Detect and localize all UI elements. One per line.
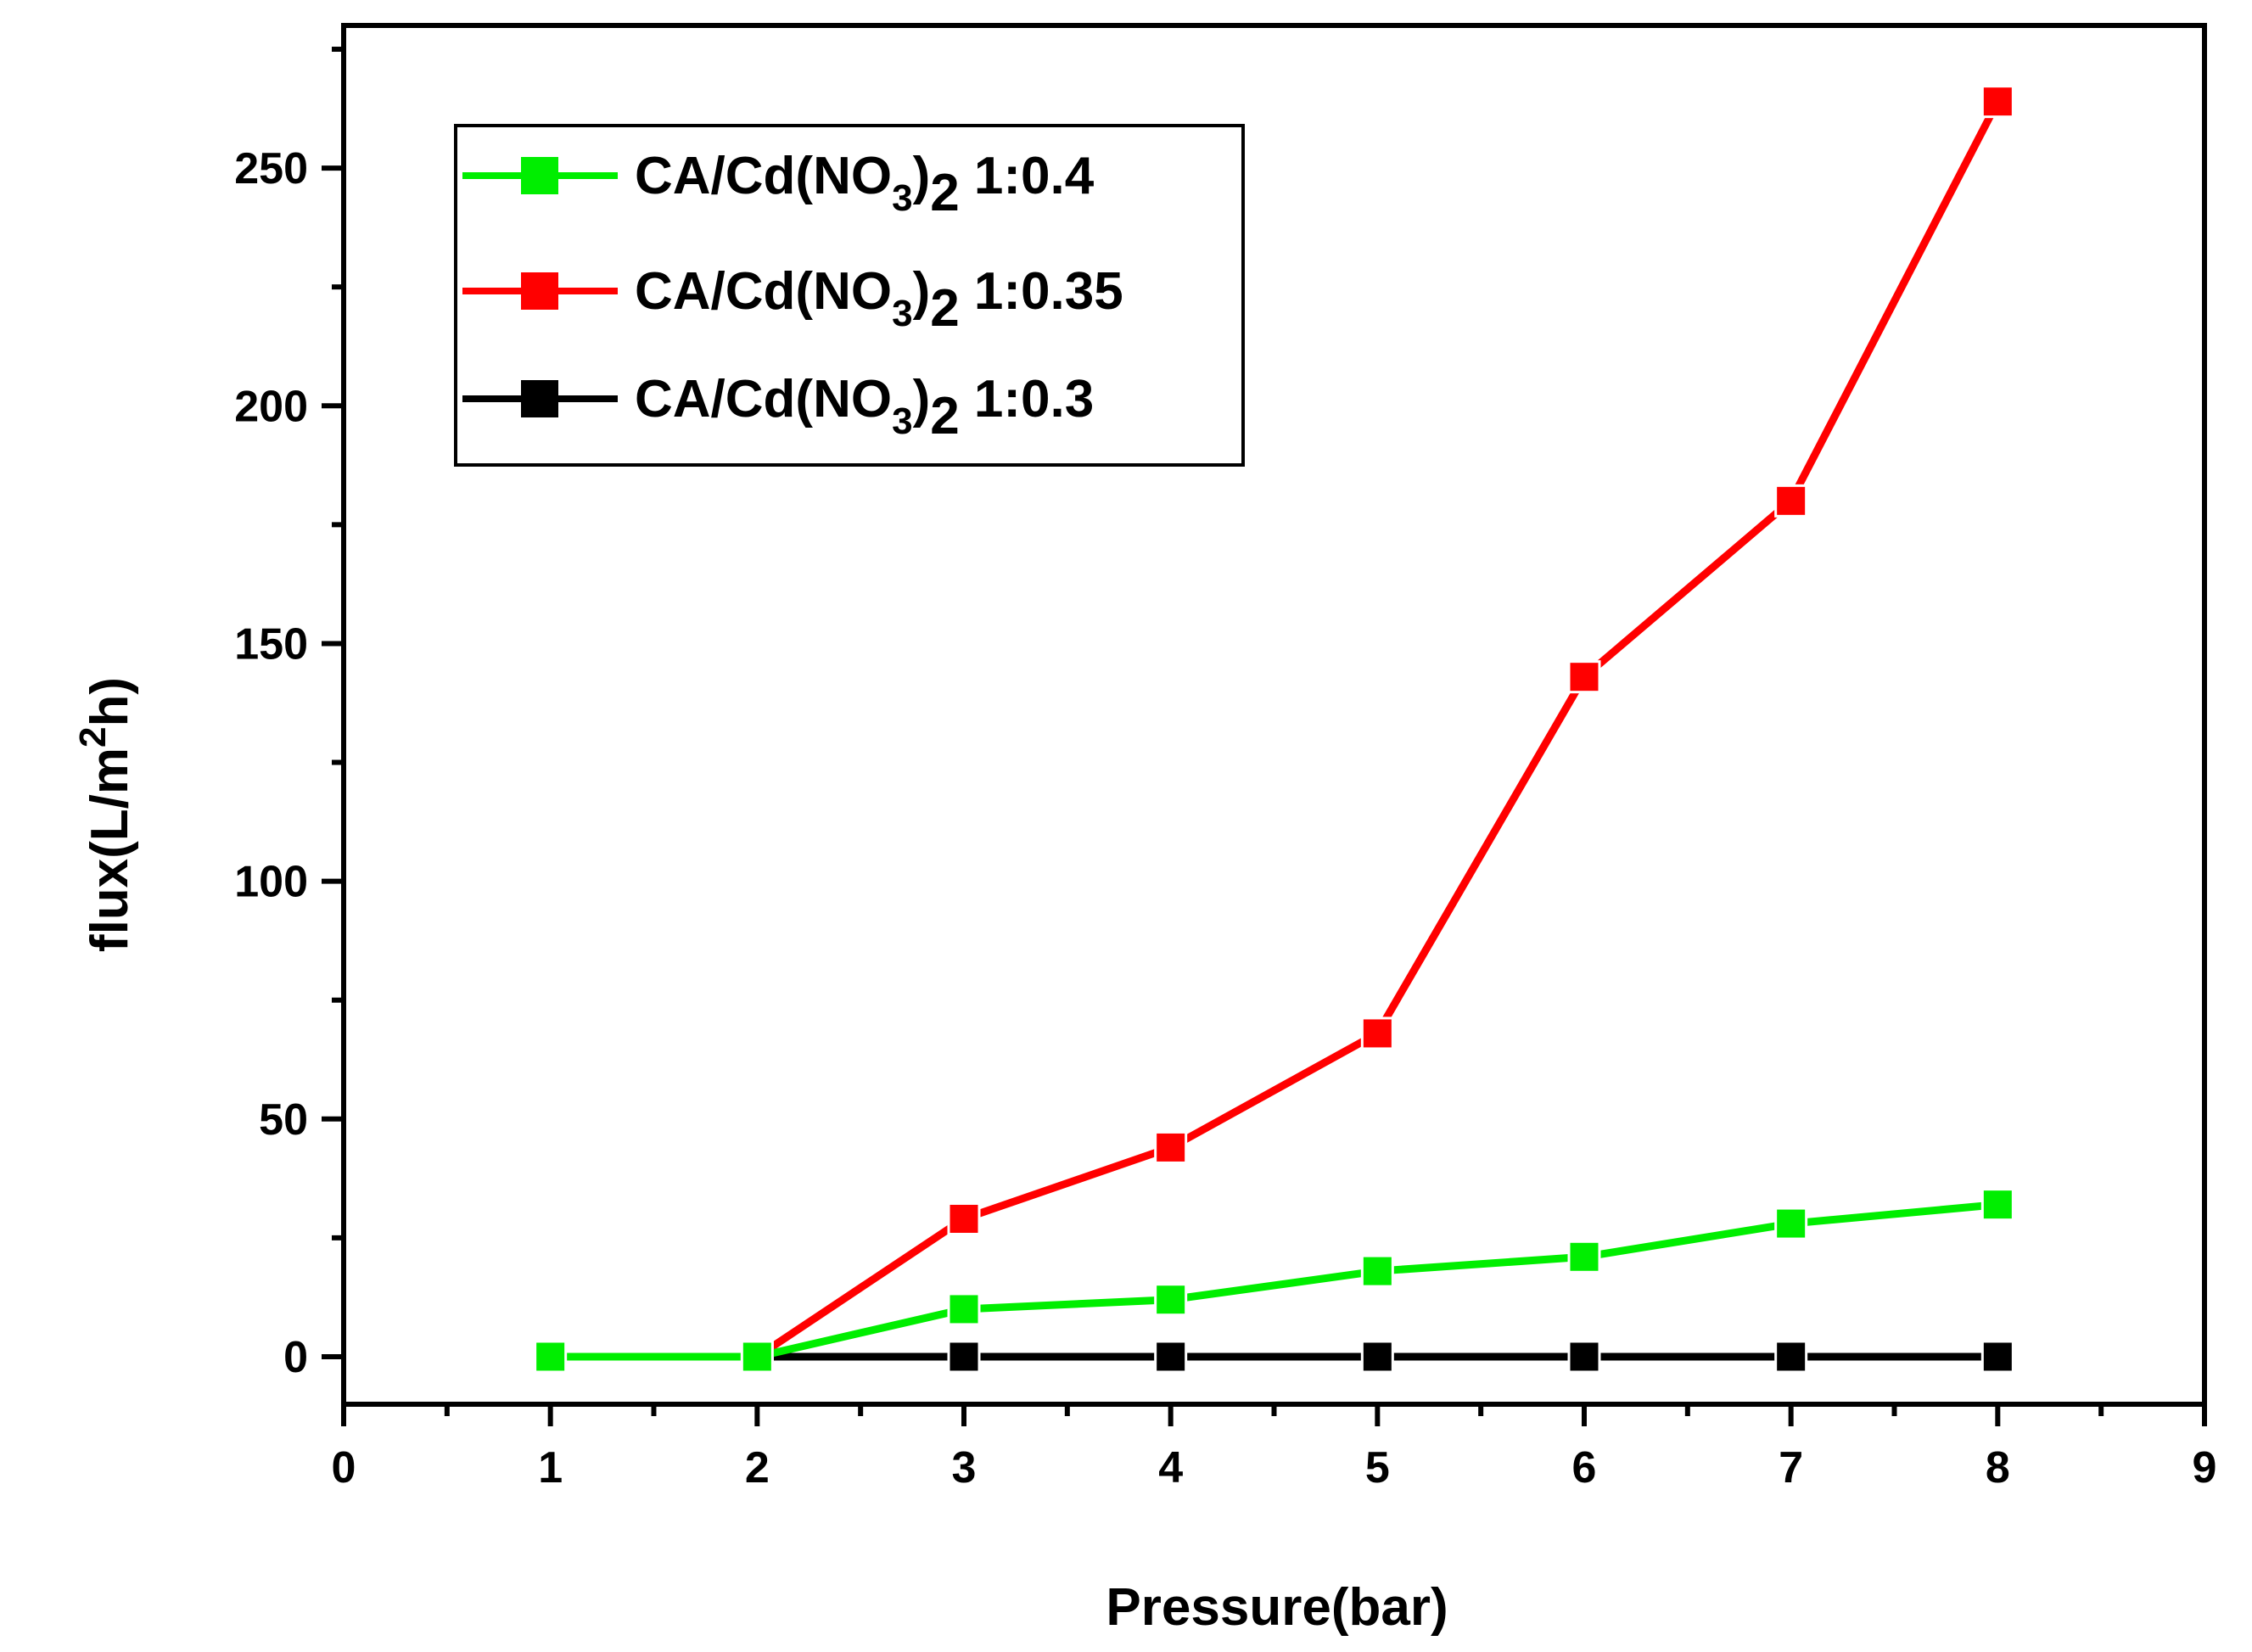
y-axis: 0 50 100 150 200 250: [234, 47, 344, 1382]
data-point: [1774, 1207, 1808, 1240]
data-point: [1567, 1340, 1601, 1374]
data-point: [1567, 1240, 1601, 1274]
y-axis-title: flux(L/m2h): [72, 677, 139, 952]
y-axis-title-sup: 2: [72, 726, 114, 747]
data-point: [1154, 1283, 1188, 1317]
x-tick-label: 7: [1779, 1443, 1803, 1492]
legend-swatch-marker: [521, 272, 558, 310]
data-point: [1980, 1188, 2014, 1222]
y-tick-label: 50: [259, 1095, 308, 1145]
legend-label-1-0-4: CA/Cd(NO3)2 1:0.4: [635, 147, 1095, 222]
x-tick-label: 4: [1158, 1443, 1183, 1492]
data-point: [740, 1340, 774, 1374]
series-line: [550, 1201, 1998, 1361]
x-tick-label: 2: [745, 1443, 770, 1492]
legend-swatch-marker: [521, 380, 558, 417]
data-point: [1774, 484, 1808, 518]
x-tick-label: 9: [2193, 1443, 2217, 1492]
legend-entry-1-0-35: CA/Cd(NO3)2 1:0.35: [462, 262, 1123, 338]
data-point: [1980, 1340, 2014, 1374]
data-point: [1154, 1340, 1188, 1374]
series-2: [740, 1340, 2014, 1374]
data-point: [1774, 1340, 1808, 1374]
series-0: [534, 1188, 2014, 1374]
data-point: [1360, 1016, 1394, 1050]
data-point: [1154, 1130, 1188, 1164]
x-axis: 0 1 2 3 4 5 6 7 8 9: [332, 1404, 2217, 1492]
data-point: [534, 1340, 568, 1374]
y-tick-label: 150: [234, 619, 308, 669]
x-tick-label: 0: [332, 1443, 356, 1492]
legend-entry-1-0-4: CA/Cd(NO3)2 1:0.4: [462, 147, 1095, 222]
y-tick-label: 0: [283, 1333, 308, 1382]
y-tick-label: 100: [234, 858, 308, 907]
y-tick-label: 200: [234, 382, 308, 431]
x-tick-label: 5: [1365, 1443, 1390, 1492]
x-tick-label: 8: [1986, 1443, 2010, 1492]
data-point: [947, 1292, 981, 1326]
data-point: [947, 1201, 981, 1235]
data-point: [1360, 1340, 1394, 1374]
data-point: [1980, 85, 2014, 119]
y-axis-title-base: flux(L/m: [81, 748, 139, 952]
legend-label-1-0-35: CA/Cd(NO3)2 1:0.35: [635, 262, 1123, 338]
x-tick-label: 3: [952, 1443, 977, 1492]
x-axis-title: Pressure(bar): [1106, 1578, 1448, 1637]
data-point: [1360, 1254, 1394, 1288]
x-tick-label: 1: [538, 1443, 563, 1492]
legend: CA/Cd(NO3)2 1:0.4 CA/Cd(NO3)2 1:0.35 CA/…: [454, 124, 1245, 467]
legend-swatch-marker: [521, 157, 558, 194]
legend-label-1-0-3: CA/Cd(NO3)2 1:0.3: [635, 370, 1094, 445]
x-tick-label: 6: [1572, 1443, 1597, 1492]
legend-entry-1-0-3: CA/Cd(NO3)2 1:0.3: [462, 370, 1094, 445]
data-point: [1567, 660, 1601, 694]
y-axis-title-end: h): [81, 677, 139, 727]
series-layer: [534, 85, 2014, 1374]
data-point: [947, 1340, 981, 1374]
y-tick-label: 250: [234, 144, 308, 193]
legend-box: [454, 124, 1245, 467]
